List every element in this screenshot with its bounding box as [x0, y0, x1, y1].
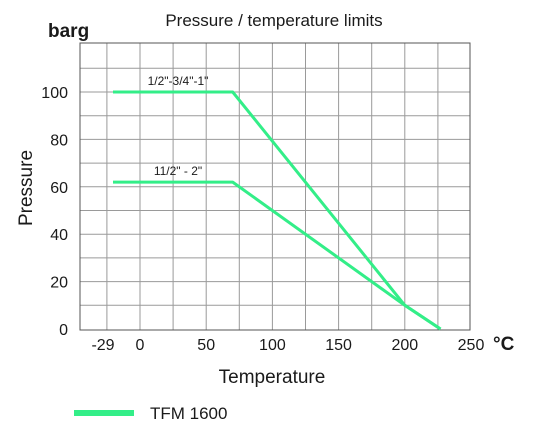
series-line-2: [113, 180, 442, 331]
x-axis-unit: °C: [493, 334, 515, 355]
y-axis-ticks: 0 20 40 60 80 100: [41, 85, 68, 339]
legend: TFM 1600: [74, 404, 227, 423]
y-tick-label: 60: [50, 180, 68, 197]
series-labels: 1/2"-3/4"-1" 11/2" - 2": [148, 74, 209, 178]
y-tick-label: 40: [50, 227, 68, 244]
y-tick-label: 80: [50, 132, 68, 149]
x-tick-label: -29: [91, 337, 114, 354]
chart-title: Pressure / temperature limits: [165, 11, 382, 30]
y-axis-unit: barg: [48, 21, 89, 42]
y-tick-label: 20: [50, 275, 68, 292]
x-tick-label: 200: [391, 337, 418, 354]
x-tick-label: 250: [458, 337, 485, 354]
y-tick-label: 100: [41, 85, 68, 102]
series-lines: [113, 90, 442, 331]
x-tick-label: 50: [197, 337, 215, 354]
x-tick-label: 150: [325, 337, 352, 354]
x-tick-label: 100: [259, 337, 286, 354]
y-tick-label: 0: [59, 322, 68, 339]
series-label-1: 1/2"-3/4"-1": [148, 74, 209, 88]
legend-label: TFM 1600: [150, 404, 227, 423]
grid: [80, 43, 470, 330]
plot-frame: [79, 42, 471, 331]
series-label-2: 11/2" - 2": [154, 164, 202, 178]
x-axis-label: Temperature: [219, 367, 326, 388]
y-axis-label: Pressure: [16, 150, 37, 226]
x-axis-ticks: -29 0 50 100 150 200 250: [91, 337, 484, 354]
x-tick-label: 0: [136, 337, 145, 354]
